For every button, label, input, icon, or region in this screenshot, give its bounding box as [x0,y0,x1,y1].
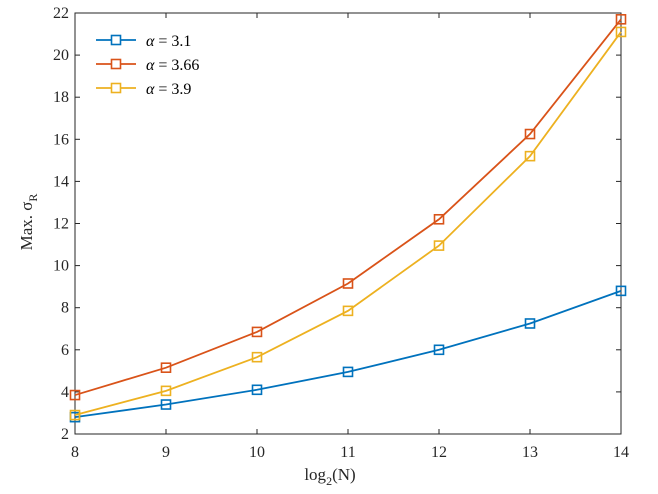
series-line [74,31,622,416]
data-point-marker [433,240,445,251]
series-2 [69,14,627,401]
legend-label: α = 3.66 [146,57,199,74]
data-point-marker [251,384,263,396]
y-tick-label: 18 [53,89,69,106]
y-tick-label: 12 [53,216,69,233]
data-point-marker [524,150,536,162]
data-point-marker [615,285,627,297]
series-1 [69,285,627,423]
x-tick-label: 11 [340,444,355,461]
y-tick-label: 20 [53,47,69,64]
legend-item: α = 3.66 [96,57,199,74]
series-line [74,18,622,396]
data-point-marker [342,278,354,289]
y-tick-label: 22 [53,5,69,22]
y-axis-ticks: 2 4 6 8 10 12 14 16 18 20 22 [53,5,621,443]
legend-marker [110,58,122,70]
legend-marker [110,82,122,94]
x-tick-label: 13 [522,444,538,461]
data-point-marker [524,318,536,329]
data-point-marker [251,326,263,338]
y-tick-label: 2 [61,426,69,443]
series-line [74,290,622,419]
data-point-marker [251,351,263,363]
y-tick-label: 14 [53,173,69,190]
x-tick-label: 14 [613,444,629,461]
legend-item: α = 3.9 [96,81,191,98]
x-tick-label: 12 [431,444,447,461]
data-point-marker [342,305,354,317]
data-point-marker [615,26,627,38]
y-tick-label: 4 [61,384,69,401]
data-point-marker [342,366,354,378]
x-axis-label: log2(N) [304,465,355,488]
y-tick-label: 6 [61,342,69,359]
data-point-marker [160,385,172,397]
series-3 [69,26,627,421]
data-point-marker [160,362,172,373]
x-tick-label: 10 [249,444,265,461]
y-tick-label: 8 [61,300,69,317]
data-point-marker [69,389,81,401]
data-point-marker [160,399,172,410]
series-layer [69,14,627,423]
legend-label: α = 3.1 [146,33,191,50]
legend-marker [110,34,122,46]
data-point-marker [433,344,445,356]
data-point-marker [69,409,81,421]
x-tick-label: 9 [162,444,170,461]
y-tick-label: 10 [53,258,69,275]
data-point-marker [433,213,445,225]
x-tick-label: 8 [71,444,79,461]
y-tick-label: 16 [53,131,69,148]
legend-box [83,21,225,99]
x-axis-ticks: 8 9 10 11 12 13 14 [71,13,629,461]
legend-label: α = 3.9 [146,81,191,98]
data-point-marker [615,14,627,25]
y-axis-label: Max. σR [17,194,40,251]
data-point-marker [524,128,536,140]
legend: α = 3.1 α = 3.66 α = 3.9 [83,21,225,99]
legend-item: α = 3.1 [96,33,191,50]
